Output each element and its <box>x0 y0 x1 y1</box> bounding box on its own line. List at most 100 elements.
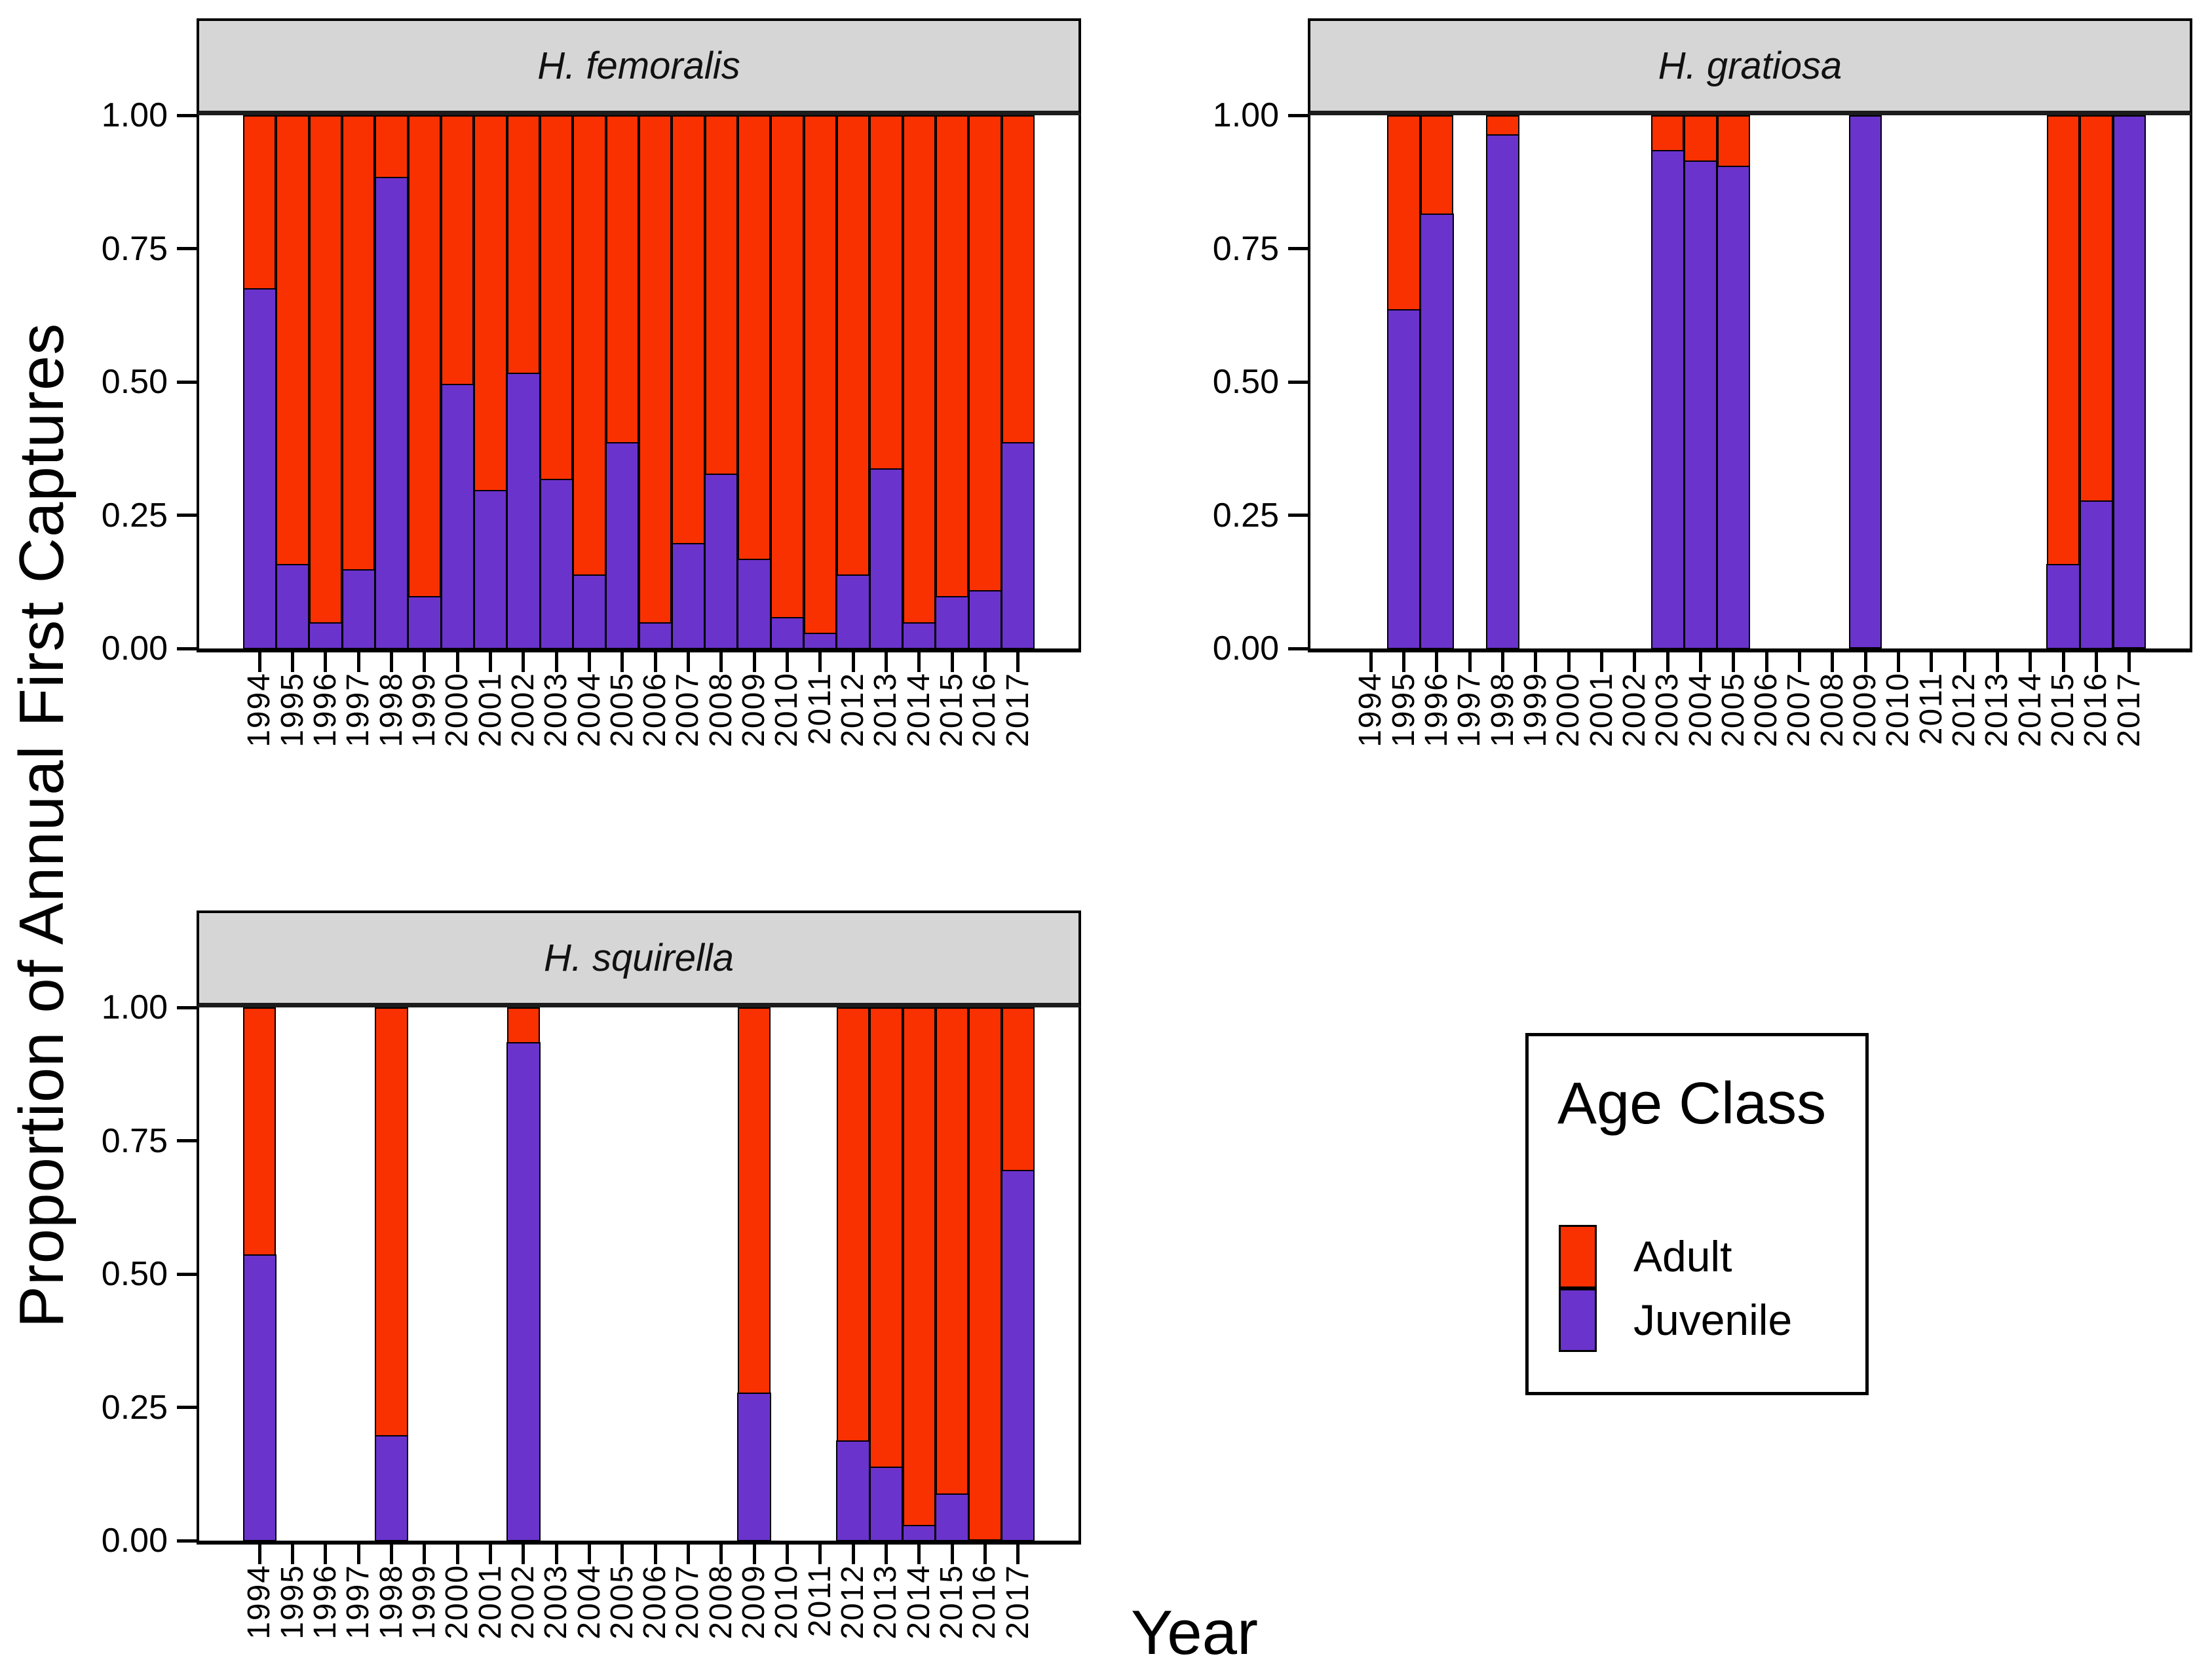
x-tick-label-2001: 2001 <box>472 1564 508 1640</box>
legend-label-juvenile: Juvenile <box>1633 1296 1793 1344</box>
x-tick-2011 <box>818 1545 822 1564</box>
legend-label-adult: Adult <box>1633 1232 1732 1281</box>
panel-femoralis: H. femoralis 1.00 0.75 0.50 0.25 0.00 1994 199… <box>102 18 1081 747</box>
x-tick-1995 <box>1402 652 1406 672</box>
bar-2016 <box>968 1007 1002 1541</box>
x-tick-label-2005: 2005 <box>604 672 639 747</box>
x-tick-1998 <box>1501 652 1505 672</box>
x-tick-label-2014: 2014 <box>2012 672 2048 747</box>
bar-2010 <box>770 115 805 649</box>
x-tick-1994 <box>257 1545 261 1564</box>
x-tick-2012 <box>851 652 855 672</box>
bar-segment-juvenile-2015 <box>935 1493 969 1541</box>
bar-segment-juvenile-1995 <box>1386 309 1421 649</box>
x-tick-label-2011: 2011 <box>1913 672 1949 745</box>
bar-1996 <box>1420 115 1454 649</box>
x-tick-2010 <box>785 1545 789 1564</box>
y-tick-0.00 <box>177 647 197 650</box>
facet-title-gratiosa: H. gratiosa <box>1658 45 1842 87</box>
x-tick-1995 <box>291 1545 295 1564</box>
x-tick-label-1996: 1996 <box>307 1564 343 1640</box>
y-tick-label-0.25: 0.25 <box>101 1388 168 1427</box>
x-tick-label-2015: 2015 <box>934 672 970 747</box>
bar-segment-juvenile-2002 <box>506 1042 541 1541</box>
y-axis-title: Proportion of Annual First Captures <box>7 322 77 1328</box>
y-tick-label-0.25: 0.25 <box>101 496 168 534</box>
bar-segment-juvenile-1996 <box>309 622 343 649</box>
x-tick-label-2010: 2010 <box>769 672 805 747</box>
x-tick-1998 <box>390 1545 394 1564</box>
x-tick-1996 <box>324 652 328 672</box>
x-tick-label-2012: 2012 <box>835 672 871 747</box>
facet-strip-squirella: H. squirella <box>197 910 1081 1007</box>
x-tick-label-1997: 1997 <box>341 672 376 747</box>
bar-segment-juvenile-2017 <box>1001 441 1035 649</box>
x-tick-label-1994: 1994 <box>242 1564 277 1640</box>
x-tick-2002 <box>522 652 525 672</box>
y-tick-0.25 <box>1288 514 1308 517</box>
bar-segment-juvenile-2009 <box>737 558 771 649</box>
panel-squirella: H. squirella 1.00 0.75 0.50 0.25 0.00 1994 199… <box>102 910 1081 1640</box>
y-tick-0.25 <box>177 1406 197 1409</box>
bar-1999 <box>408 115 442 649</box>
x-tick-2010 <box>785 652 789 672</box>
x-tick-1998 <box>390 652 394 672</box>
bar-2017 <box>1001 115 1035 649</box>
x-axis-title: Year <box>1131 1598 1258 1668</box>
x-tick-1994 <box>1369 652 1373 672</box>
bar-2016 <box>968 115 1002 649</box>
bar-segment-juvenile-1994 <box>242 288 276 649</box>
y-tick-0.75 <box>177 247 197 250</box>
x-tick-label-2010: 2010 <box>1880 672 1916 747</box>
bar-segment-juvenile-1994 <box>242 1254 276 1541</box>
bar-2003 <box>1650 115 1685 649</box>
x-tick-2001 <box>489 1545 493 1564</box>
x-tick-label-2004: 2004 <box>1683 672 1718 747</box>
bar-segment-juvenile-1998 <box>374 1435 409 1541</box>
bar-segment-juvenile-2011 <box>803 633 837 649</box>
x-tick-label-2014: 2014 <box>901 1564 936 1640</box>
bar-2017 <box>2112 115 2146 648</box>
bar-segment-juvenile-2005 <box>605 441 639 649</box>
y-tick-label-0.00: 0.00 <box>101 1522 168 1560</box>
y-tick-0.75 <box>1288 247 1308 250</box>
x-tick-label-2016: 2016 <box>967 1564 1002 1640</box>
x-tick-1997 <box>356 652 360 672</box>
x-tick-2016 <box>983 652 987 672</box>
y-tick-label-0.00: 0.00 <box>1212 629 1279 667</box>
facet-title-squirella: H. squirella <box>543 937 734 979</box>
x-tick-2005 <box>620 1545 624 1564</box>
bar-segment-juvenile-1996 <box>1420 214 1454 649</box>
x-tick-label-2017: 2017 <box>2111 672 2146 747</box>
legend-title: Age Class <box>1557 1071 1827 1136</box>
x-tick-label-2009: 2009 <box>1848 672 1883 747</box>
x-tick-2012 <box>851 1545 855 1564</box>
bar-1994 <box>242 1007 276 1541</box>
x-tick-2005 <box>1732 652 1736 672</box>
y-tick-label-0.50: 0.50 <box>101 363 168 401</box>
y-tick-label-0.50: 0.50 <box>101 1255 168 1293</box>
facet-strip-gratiosa: H. gratiosa <box>1308 18 2192 115</box>
x-tick-2011 <box>818 652 822 672</box>
bar-segment-juvenile-2015 <box>935 595 969 649</box>
bar-segment-juvenile-1995 <box>275 563 310 649</box>
bar-2015 <box>2046 115 2080 649</box>
x-tick-label-1994: 1994 <box>1353 672 1388 747</box>
bar-2013 <box>869 115 904 649</box>
bar-2017 <box>1001 1007 1035 1541</box>
y-tick-label-0.75: 0.75 <box>101 1121 168 1160</box>
x-tick-2015 <box>950 652 954 672</box>
bar-2015 <box>935 1007 969 1541</box>
x-tick-label-2000: 2000 <box>1551 672 1586 747</box>
bar-1998 <box>374 115 409 649</box>
x-tick-1996 <box>324 1545 328 1564</box>
x-tick-2009 <box>752 652 756 672</box>
x-tick-2017 <box>2127 652 2131 672</box>
x-tick-2004 <box>588 652 591 672</box>
bar-2002 <box>506 1007 541 1541</box>
y-tick-label-1.00: 1.00 <box>101 988 168 1026</box>
x-tick-2013 <box>884 1545 888 1564</box>
bar-2015 <box>935 115 969 649</box>
x-tick-label-2010: 2010 <box>769 1564 805 1640</box>
bar-1998 <box>374 1007 409 1541</box>
